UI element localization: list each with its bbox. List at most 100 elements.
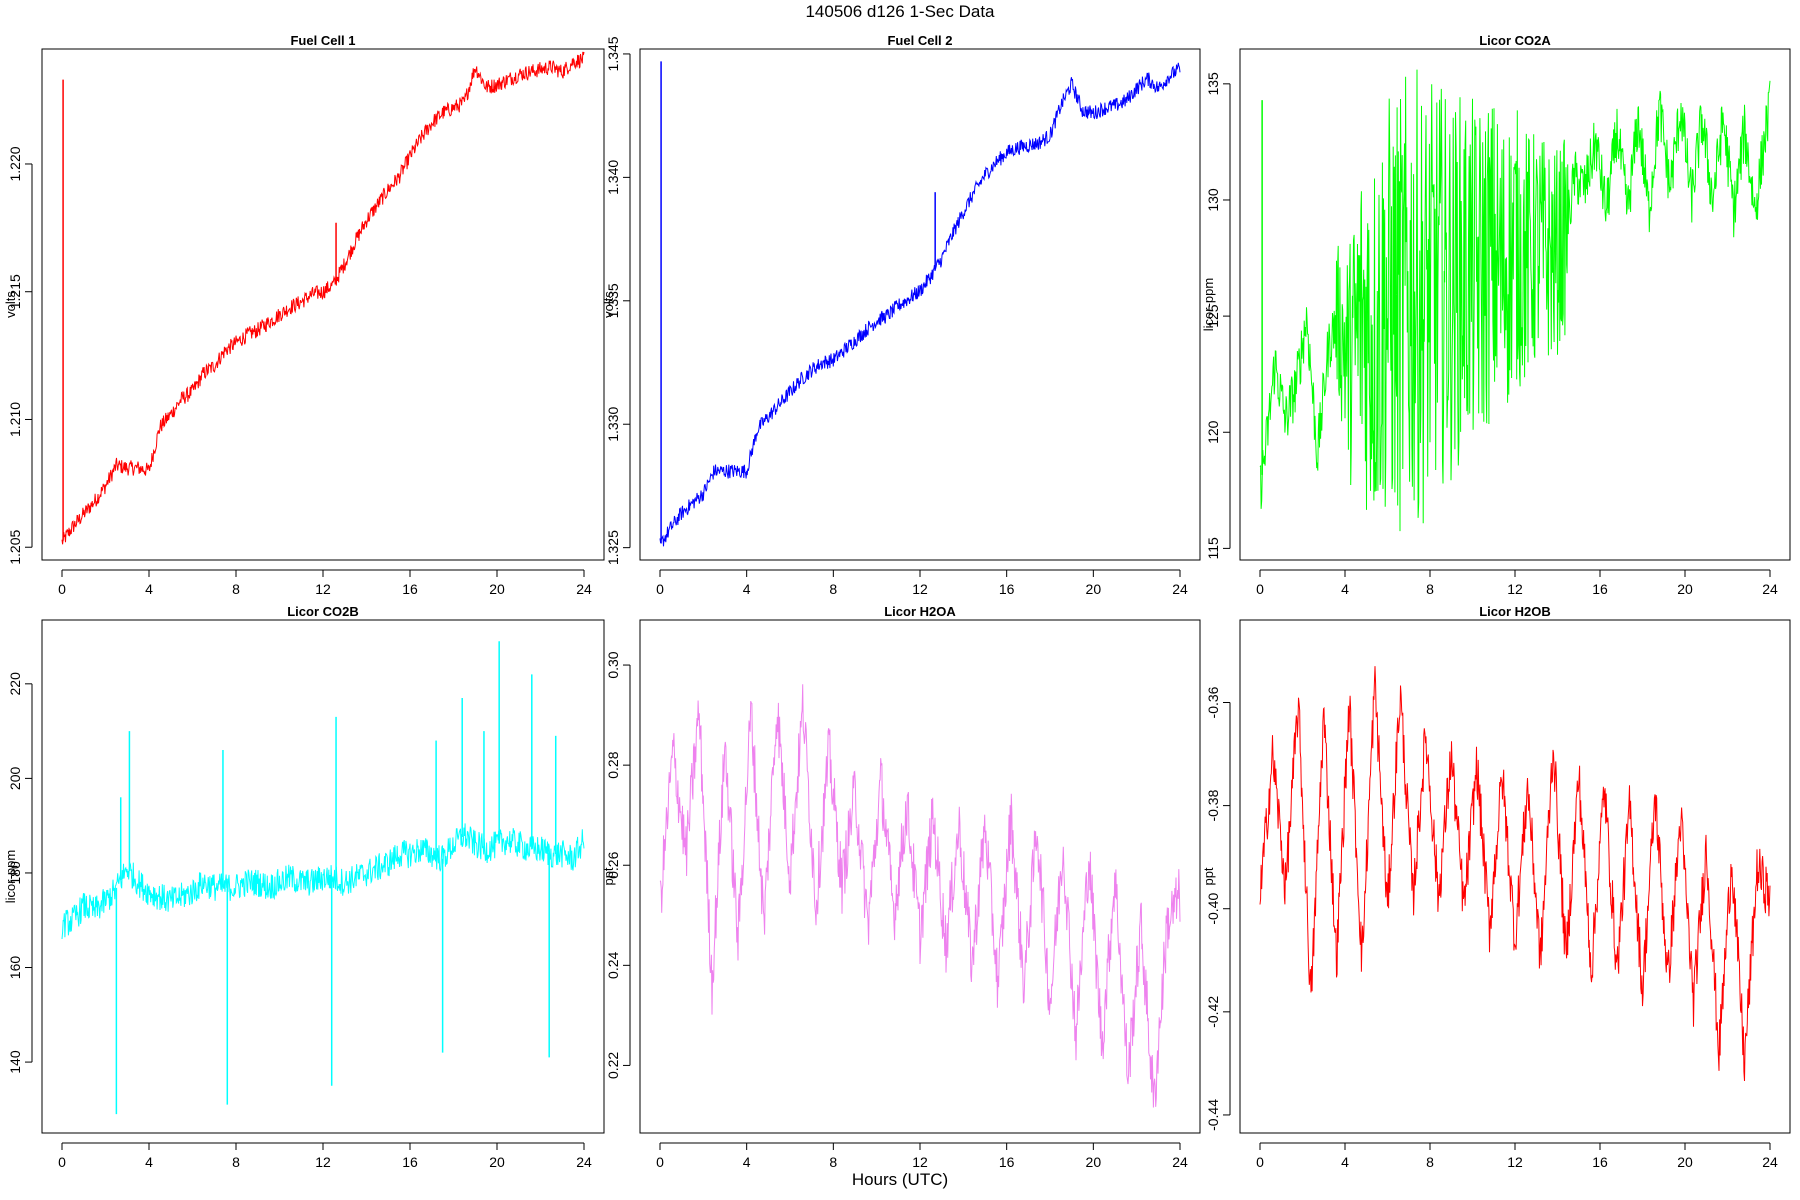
panel-title: Fuel Cell 1 — [290, 33, 355, 48]
series-line — [659, 684, 1181, 1108]
x-tick-label: 0 — [58, 1154, 66, 1170]
panel-title: Licor CO2A — [1479, 33, 1551, 48]
x-tick-label: 0 — [1256, 581, 1264, 597]
chart-panel-fuel-cell-2: Fuel Cell 2 volts 0 4 8 12 16 20 24 1.325 1.330 1.3… — [601, 33, 1201, 597]
x-tick-label: 20 — [1677, 1154, 1693, 1170]
x-tick-label: 24 — [1762, 581, 1778, 597]
plot-frame — [41, 619, 605, 1134]
chart-panel-licor-h2oa: Licor H2OA ppt 0 4 8 12 16 20 24 0.22 0.24 0.26 0.28… — [601, 604, 1201, 1170]
panel-title: Licor CO2B — [287, 604, 359, 619]
plot-frame — [639, 48, 1201, 561]
y-axis-label: ppt — [601, 867, 616, 885]
x-axis-caption: Hours (UTC) — [851, 1170, 949, 1189]
panel-title: Fuel Cell 2 — [887, 33, 952, 48]
chart-panel-licor-co2a: Licor CO2A licor-ppm 0 4 8 12 16 20 24 115 120 125 1… — [1201, 33, 1791, 597]
y-tick-label: 1.220 — [7, 146, 23, 181]
x-tick-label: 20 — [489, 581, 505, 597]
x-tick-label: 12 — [912, 1154, 928, 1170]
x-tick-label: 4 — [1341, 1154, 1349, 1170]
y-tick-label: 115 — [1205, 537, 1221, 560]
x-tick-label: 16 — [1592, 581, 1608, 597]
x-tick-label: 0 — [656, 1154, 664, 1170]
y-tick-label: 0.24 — [605, 951, 621, 978]
y-tick-label: -0.40 — [1205, 893, 1221, 925]
x-tick-label: 24 — [1172, 581, 1188, 597]
x-tick-label: 8 — [1426, 1154, 1434, 1170]
y-tick-label: 1.325 — [605, 530, 621, 565]
panel-title: Licor H2OB — [1479, 604, 1551, 619]
x-tick-label: 20 — [1677, 581, 1693, 597]
y-tick-label: 1.205 — [7, 530, 23, 565]
x-tick-label: 20 — [1086, 1154, 1102, 1170]
x-tick-label: 12 — [315, 581, 331, 597]
x-tick-label: 0 — [1256, 1154, 1264, 1170]
x-tick-label: 12 — [1507, 581, 1523, 597]
y-tick-label: 125 — [1205, 304, 1221, 328]
chart-panel-licor-co2b: Licor CO2B licor-ppm 0 4 8 12 16 20 24 140 160 180 2… — [3, 604, 605, 1170]
y-tick-label: 200 — [7, 766, 23, 790]
y-tick-label: -0.38 — [1205, 789, 1221, 821]
y-tick-label: 0.28 — [605, 751, 621, 778]
y-tick-label: 1.330 — [605, 407, 621, 442]
series-line — [1259, 69, 1771, 532]
plot-frame — [639, 619, 1201, 1134]
x-tick-label: 8 — [232, 581, 240, 597]
y-axis-label: volts — [3, 291, 18, 318]
plot-frame — [1239, 619, 1791, 1134]
y-tick-label: 0.22 — [605, 1052, 621, 1079]
y-axis-label: ppt — [1201, 867, 1216, 885]
chart-panel-fuel-cell-1: Fuel Cell 1 volts 0 4 8 12 16 20 24 1.205 1.210 1.2… — [3, 33, 605, 597]
x-tick-label: 16 — [1592, 1154, 1608, 1170]
y-tick-label: 1.345 — [605, 36, 621, 71]
y-tick-label: 120 — [1205, 420, 1221, 444]
y-tick-label: -0.36 — [1205, 686, 1221, 718]
x-tick-label: 24 — [576, 581, 592, 597]
figure-title: 140506 d126 1-Sec Data — [805, 2, 995, 21]
x-tick-label: 4 — [1341, 581, 1349, 597]
x-tick-label: 12 — [1507, 1154, 1523, 1170]
y-axis-label: licor-ppm — [3, 850, 18, 903]
panel-title: Licor H2OA — [884, 604, 956, 619]
y-tick-label: 0.26 — [605, 851, 621, 878]
x-tick-label: 4 — [145, 581, 153, 597]
y-axis-label: licor-ppm — [1201, 278, 1216, 331]
y-axis-label: volts — [601, 291, 616, 318]
y-tick-label: 1.210 — [7, 402, 23, 437]
x-tick-label: 20 — [489, 1154, 505, 1170]
x-tick-label: 8 — [232, 1154, 240, 1170]
y-tick-label: -0.42 — [1205, 996, 1221, 1028]
x-tick-label: 0 — [656, 581, 664, 597]
x-tick-label: 20 — [1086, 581, 1102, 597]
x-tick-label: 24 — [576, 1154, 592, 1170]
y-tick-label: 220 — [7, 672, 23, 696]
y-tick-label: 1.340 — [605, 160, 621, 195]
x-tick-label: 8 — [829, 1154, 837, 1170]
x-tick-label: 4 — [743, 1154, 751, 1170]
x-tick-label: 0 — [58, 581, 66, 597]
x-tick-label: 4 — [145, 1154, 153, 1170]
y-tick-label: 1.215 — [7, 274, 23, 309]
y-tick-label: 140 — [7, 1050, 23, 1074]
series-line — [61, 51, 585, 545]
x-tick-label: 12 — [912, 581, 928, 597]
series-line — [659, 62, 1181, 547]
y-tick-label: 180 — [7, 861, 23, 885]
y-tick-label: 0.30 — [605, 651, 621, 678]
plot-frame — [1239, 48, 1791, 561]
plot-frame — [41, 48, 605, 561]
y-tick-label: 135 — [1205, 72, 1221, 96]
x-tick-label: 12 — [315, 1154, 331, 1170]
chart-panel-licor-h2ob: Licor H2OB ppt 0 4 8 12 16 20 24 -0.44 -0.42 -0.40 -… — [1201, 604, 1791, 1170]
y-tick-label: 1.335 — [605, 283, 621, 318]
series-line — [1259, 666, 1771, 1082]
y-tick-label: -0.44 — [1205, 1099, 1221, 1131]
y-tick-label: 130 — [1205, 188, 1221, 212]
x-tick-label: 8 — [1426, 581, 1434, 597]
x-tick-label: 16 — [402, 1154, 418, 1170]
series-line — [61, 823, 585, 940]
x-tick-label: 24 — [1172, 1154, 1188, 1170]
x-tick-label: 4 — [743, 581, 751, 597]
x-tick-label: 16 — [402, 581, 418, 597]
x-tick-label: 8 — [829, 581, 837, 597]
